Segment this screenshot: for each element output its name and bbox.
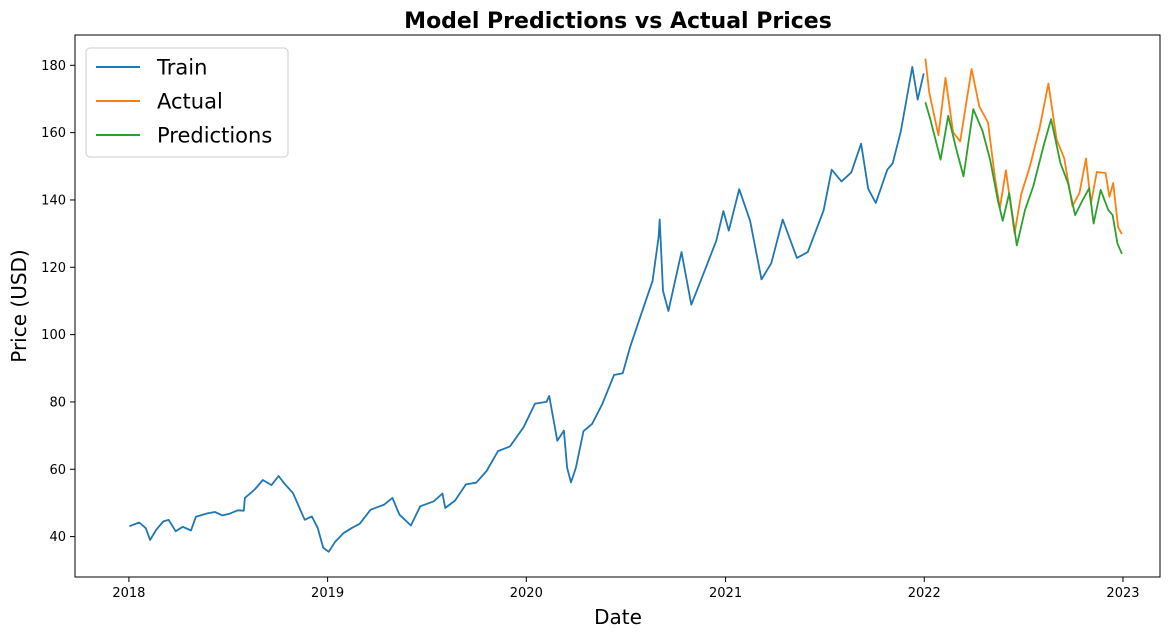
x-axis: 2018 2019 2020 2021 2022 2023 [112, 577, 1140, 601]
y-tick-label: 40 [49, 530, 66, 545]
x-tick-label: 2020 [510, 586, 543, 601]
x-tick-label: 2018 [112, 586, 145, 601]
y-tick-label: 180 [41, 59, 66, 74]
y-axis-label: Price (USD) [7, 249, 31, 363]
plot-frame [74, 34, 1161, 578]
x-tick-label: 2019 [311, 586, 344, 601]
chart-title: Model Predictions vs Actual Prices [404, 9, 832, 34]
y-tick-label: 100 [41, 328, 66, 343]
series-line-train [129, 66, 925, 553]
series-line-predictions [924, 102, 1123, 255]
legend-label-actual: Actual [157, 90, 223, 114]
legend-label-predictions: Predictions [157, 124, 272, 148]
y-tick-label: 160 [41, 126, 66, 141]
x-tick-label: 2021 [709, 586, 742, 601]
y-tick-label: 80 [49, 395, 66, 410]
legend-entries: Train Actual Predictions [96, 56, 272, 148]
legend-box [85, 47, 289, 158]
y-axis: 40 60 80 100 120 140 160 180 [41, 59, 75, 545]
series-layer [129, 58, 1123, 553]
y-tick-label: 120 [41, 261, 66, 276]
plot-area [74, 34, 1161, 578]
series-line-actual [924, 58, 1123, 235]
x-tick-label: 2022 [908, 586, 941, 601]
x-tick-label: 2023 [1106, 586, 1139, 601]
legend-label-train: Train [156, 56, 207, 80]
legend: Train Actual Predictions [85, 47, 289, 158]
y-tick-label: 140 [41, 193, 66, 208]
y-tick-label: 60 [49, 463, 66, 478]
x-axis-label: Date [594, 605, 642, 629]
